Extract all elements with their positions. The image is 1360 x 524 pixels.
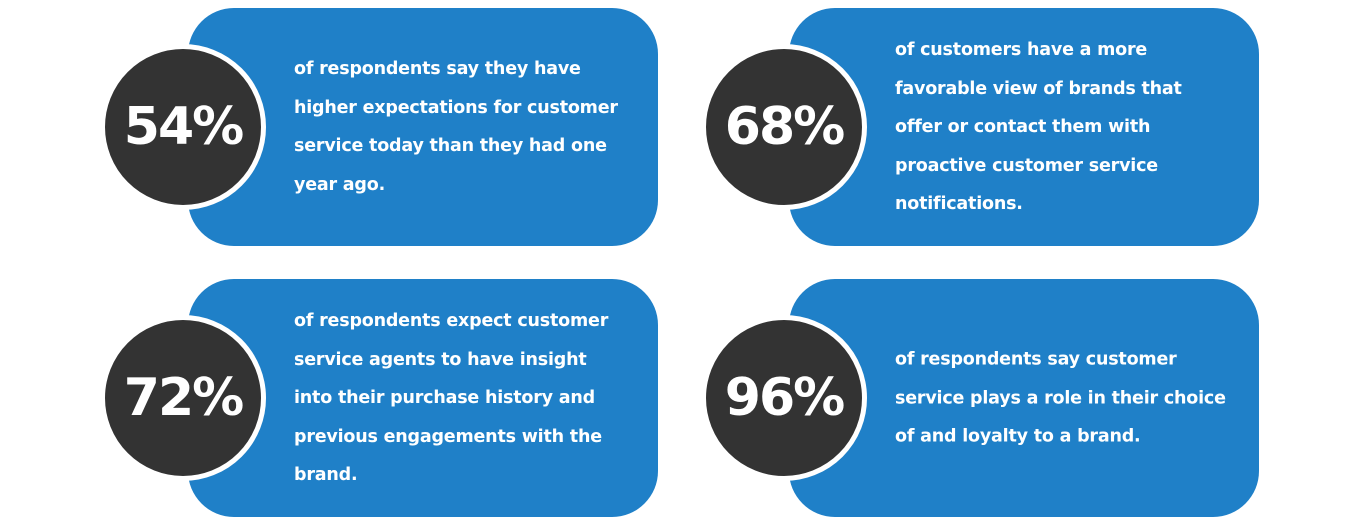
stat-value: 72% — [123, 368, 244, 428]
stat-card-68: 68% of customers have a more favorable v… — [701, 8, 1259, 246]
stat-description: of customers have a more favorable view … — [895, 39, 1182, 214]
stat-card-72: 72% of respondents expect customer servi… — [100, 279, 658, 517]
stat-description: of respondents say customer service play… — [895, 349, 1226, 447]
stat-badge: 96% — [701, 315, 867, 481]
stat-badge: 72% — [100, 315, 266, 481]
stat-description: of respondents expect customer service a… — [294, 310, 609, 485]
stat-badge: 54% — [100, 44, 266, 210]
stat-card-96: 96% of respondents say customer service … — [701, 279, 1259, 517]
stat-value: 68% — [724, 97, 845, 157]
stat-card-54: 54% of respondents say they have higher … — [100, 8, 658, 246]
stat-value: 54% — [123, 97, 244, 157]
stat-description: of respondents say they have higher expe… — [294, 59, 618, 195]
stat-value: 96% — [724, 368, 845, 428]
stat-badge: 68% — [701, 44, 867, 210]
